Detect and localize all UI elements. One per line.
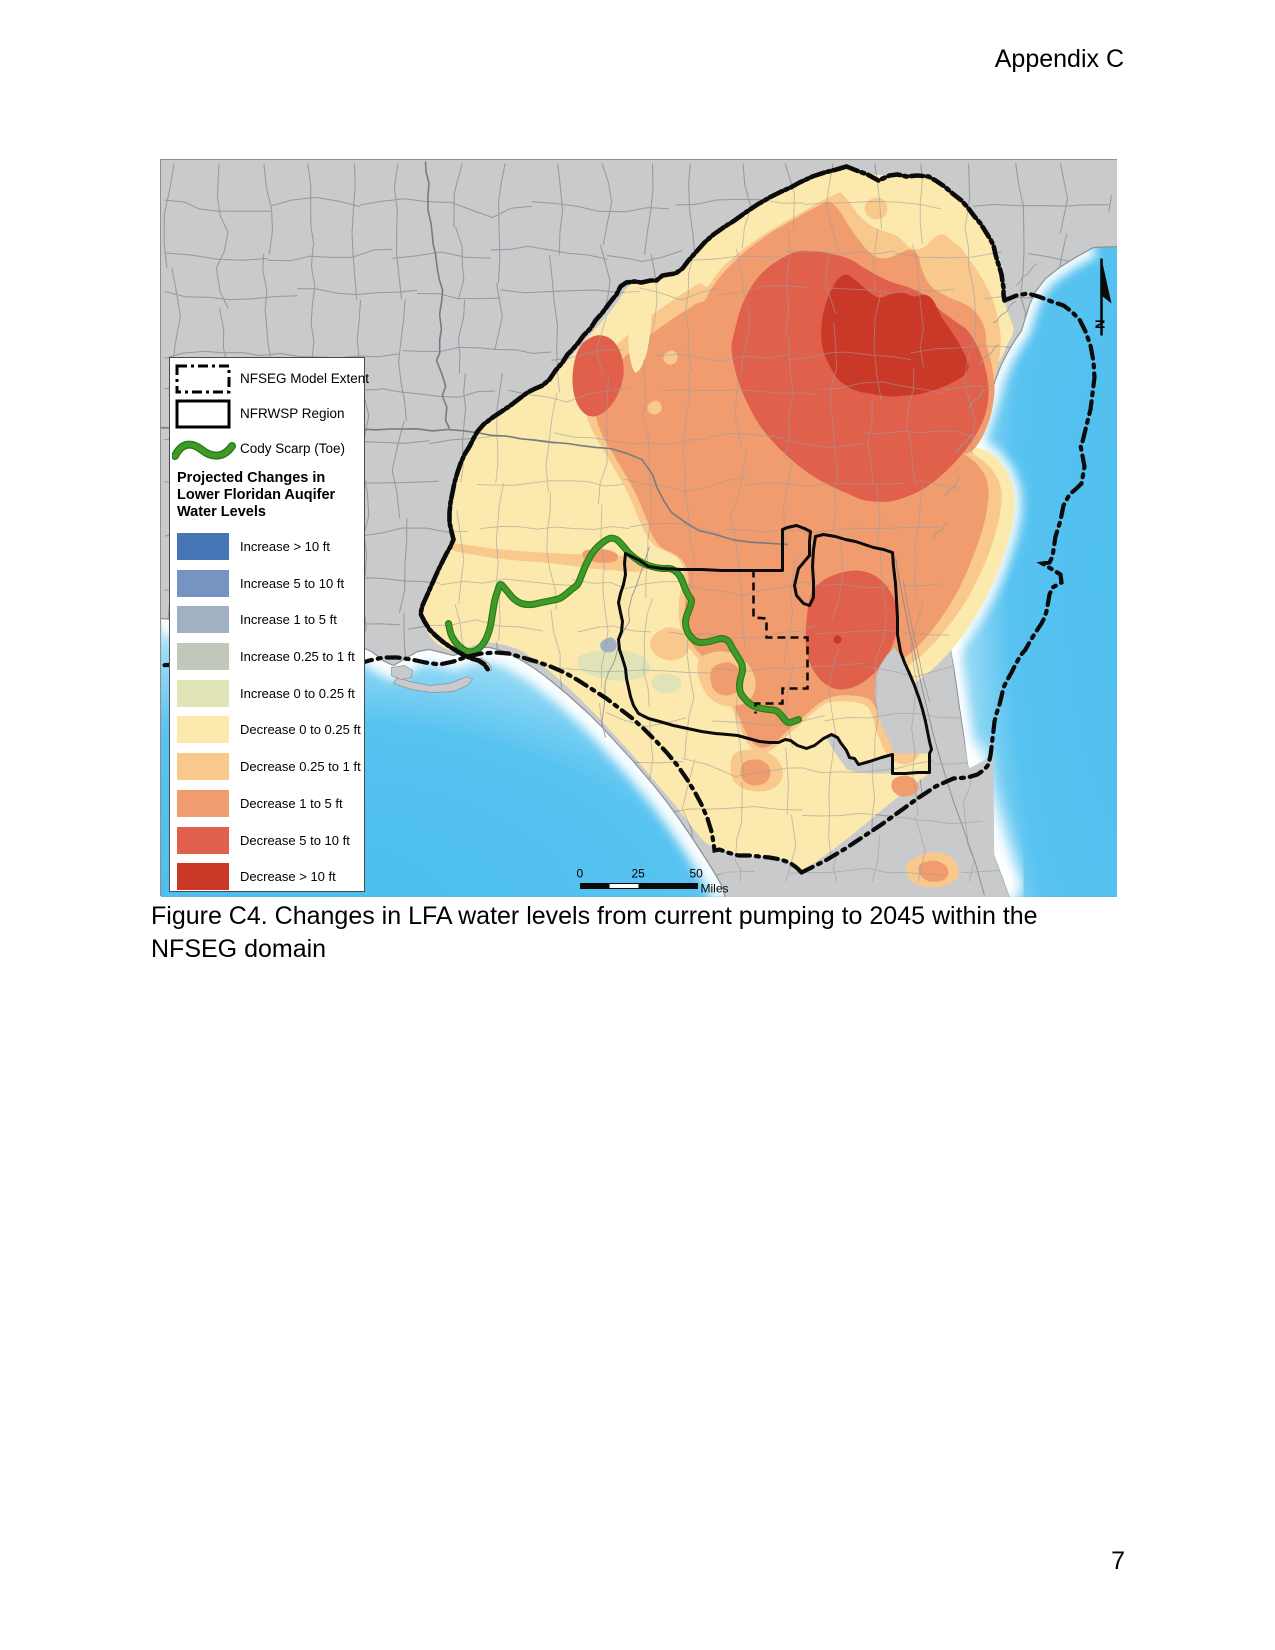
svg-text:25: 25: [632, 867, 646, 881]
svg-text:0: 0: [577, 867, 584, 881]
svg-text:N: N: [1093, 320, 1108, 329]
svg-text:50: 50: [690, 867, 704, 881]
svg-text:Miles: Miles: [701, 882, 729, 896]
